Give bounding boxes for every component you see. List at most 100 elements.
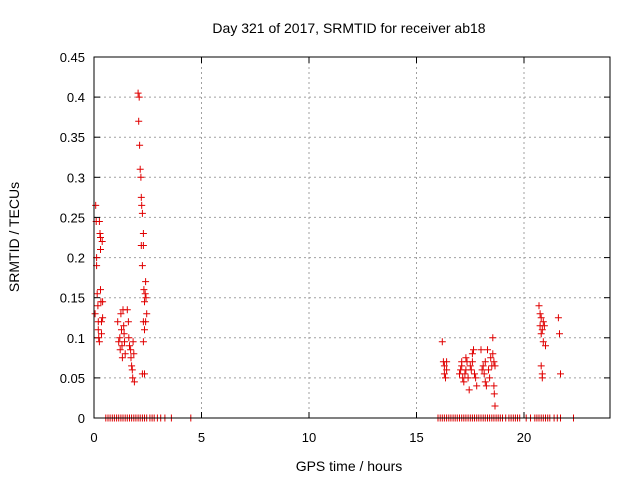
y-tick-label: 0 (78, 411, 85, 426)
data-point (134, 89, 142, 97)
data-point (143, 310, 151, 318)
data-point (114, 318, 122, 326)
data-point (141, 298, 148, 306)
data-point (443, 366, 451, 374)
data-point (556, 330, 563, 338)
data-point (489, 350, 497, 358)
data-point (92, 201, 100, 209)
data-point (467, 366, 475, 374)
data-point (537, 362, 545, 370)
x-tick-label: 20 (517, 430, 531, 445)
data-point (489, 334, 497, 342)
data-point (140, 286, 148, 294)
data-point (539, 318, 547, 326)
data-point (91, 310, 99, 318)
data-point (537, 314, 545, 322)
data-point (125, 334, 133, 342)
data-point (481, 358, 489, 366)
axis-ticks: 0 0.05 0.1 0.15 0.2 0.25 0.3 0.35 0.4 0.45 0 5 10 15 2… (60, 50, 610, 445)
data-point (124, 318, 132, 326)
data-point (135, 93, 143, 101)
data-point (116, 346, 124, 354)
data-point (440, 362, 448, 370)
data-point (470, 346, 477, 354)
data-point (479, 362, 487, 370)
data-point (540, 322, 548, 330)
y-tick-label: 0.2 (67, 251, 85, 266)
data-point (478, 366, 486, 374)
data-point (139, 230, 147, 237)
data-point (141, 290, 149, 298)
data-point (141, 370, 148, 378)
data-point (116, 334, 124, 342)
data-point (477, 346, 485, 354)
data-point (128, 366, 136, 374)
data-point (97, 234, 104, 241)
data-point (557, 370, 564, 378)
data-point (142, 318, 150, 326)
data-point (438, 338, 446, 346)
data-point (98, 318, 105, 326)
data-point (466, 362, 474, 370)
data-point (95, 218, 103, 225)
data-point (443, 358, 451, 366)
data-point (538, 374, 546, 382)
data-point (537, 330, 545, 338)
y-tick-label: 0.4 (67, 90, 85, 105)
data-point (473, 382, 481, 390)
chart-title: Day 321 of 2017, SRMTID for receiver ab1… (212, 20, 485, 36)
data-point (129, 374, 137, 382)
x-tick-label: 15 (409, 430, 423, 445)
data-point (490, 358, 498, 366)
data-point (98, 330, 105, 338)
data-point (118, 354, 126, 362)
data-point (472, 374, 480, 382)
data-point (99, 298, 107, 306)
x-tick-label: 10 (302, 430, 316, 445)
data-point (554, 314, 562, 322)
data-point (138, 262, 146, 270)
data-point (97, 286, 104, 294)
data-point (118, 326, 125, 334)
data-point (137, 173, 145, 181)
data-point (468, 358, 476, 366)
data-point (142, 294, 150, 302)
data-point (462, 354, 470, 362)
data-point (117, 310, 125, 318)
data-point (481, 378, 489, 386)
data-point (138, 201, 146, 209)
data-points (91, 89, 577, 422)
data-point (118, 342, 126, 350)
data-point (491, 362, 499, 370)
data-point (461, 370, 469, 378)
data-point (490, 382, 498, 390)
data-point (97, 246, 104, 253)
data-point (136, 165, 144, 173)
y-tick-label: 0.45 (60, 50, 85, 65)
data-point (465, 386, 473, 394)
data-point (485, 366, 492, 374)
data-point (95, 338, 103, 346)
y-tick-label: 0.35 (60, 130, 85, 145)
data-point (536, 310, 544, 318)
data-point (121, 338, 128, 346)
data-point (538, 326, 546, 334)
data-point (135, 117, 143, 125)
data-point (121, 350, 129, 358)
gridlines (94, 57, 610, 418)
data-point (139, 338, 147, 346)
data-point (120, 330, 128, 338)
data-point (127, 354, 135, 362)
data-point (484, 346, 491, 354)
data-point (93, 290, 101, 298)
x-tick-label: 5 (198, 430, 205, 445)
data-point (141, 326, 148, 334)
data-point (487, 354, 495, 362)
data-point (94, 302, 102, 310)
data-point (136, 141, 144, 149)
data-point (99, 314, 107, 322)
x-tick-label: 0 (90, 430, 97, 445)
data-point (486, 374, 494, 382)
data-point (128, 362, 136, 370)
data-point (127, 346, 135, 354)
